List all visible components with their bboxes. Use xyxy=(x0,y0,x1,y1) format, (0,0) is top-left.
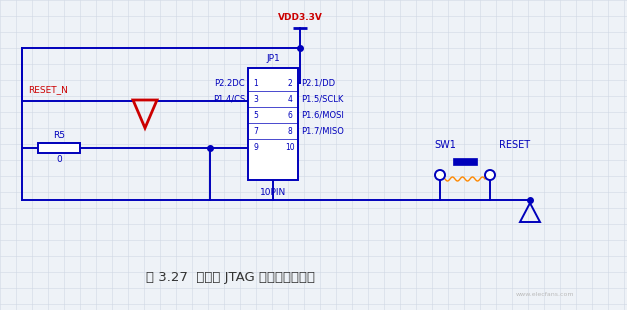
Text: P2.1/DD: P2.1/DD xyxy=(301,78,335,87)
Text: 7: 7 xyxy=(253,126,258,135)
Text: 0: 0 xyxy=(56,155,62,164)
Text: JP1: JP1 xyxy=(266,54,280,63)
Bar xyxy=(38,143,80,153)
Text: 10PIN: 10PIN xyxy=(260,188,286,197)
Text: 10: 10 xyxy=(285,143,295,152)
Text: 3: 3 xyxy=(253,95,258,104)
Text: RESET: RESET xyxy=(500,140,530,150)
Text: RESET_N: RESET_N xyxy=(28,86,68,95)
Text: P2.2DC: P2.2DC xyxy=(214,78,245,87)
Text: P1.7/MISO: P1.7/MISO xyxy=(301,126,344,135)
Text: 1: 1 xyxy=(254,78,258,87)
Text: VDD3.3V: VDD3.3V xyxy=(278,13,322,22)
Text: P1.6/MOSI: P1.6/MOSI xyxy=(301,110,344,119)
Circle shape xyxy=(435,170,445,180)
Text: 8: 8 xyxy=(288,126,292,135)
Text: 6: 6 xyxy=(288,110,292,119)
Text: R5: R5 xyxy=(53,131,65,140)
Text: SW1: SW1 xyxy=(434,140,456,150)
Text: 9: 9 xyxy=(253,143,258,152)
Text: P1.4/CS: P1.4/CS xyxy=(213,95,245,104)
Circle shape xyxy=(485,170,495,180)
Text: 4: 4 xyxy=(288,95,292,104)
Text: P1.5/SCLK: P1.5/SCLK xyxy=(301,95,344,104)
Bar xyxy=(453,158,477,165)
Text: 图 3.27  复位与 JTAG 接口电路原理图: 图 3.27 复位与 JTAG 接口电路原理图 xyxy=(145,272,315,285)
Bar xyxy=(248,68,298,180)
Text: www.elecfans.com: www.elecfans.com xyxy=(516,293,574,298)
Text: 2: 2 xyxy=(288,78,292,87)
Text: 5: 5 xyxy=(253,110,258,119)
